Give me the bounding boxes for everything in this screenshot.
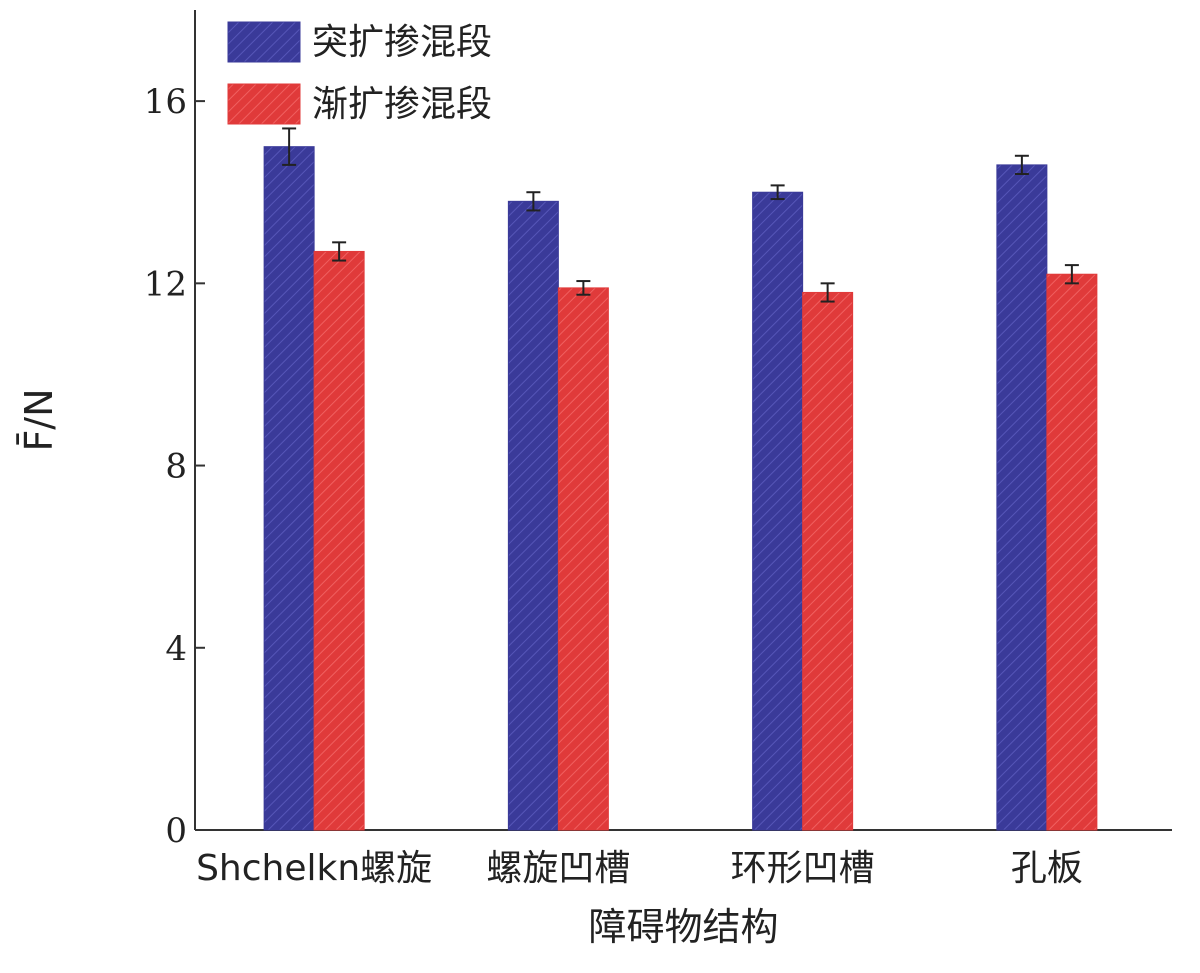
- bar-series2: [313, 250, 365, 831]
- x-tick-label: Shchelkn螺旋: [196, 848, 432, 889]
- y-axis-title: F̄/N: [17, 388, 61, 451]
- bar-series2: [802, 291, 854, 831]
- y-tick-label: 4: [165, 629, 187, 669]
- y-tick-label: 16: [144, 82, 187, 122]
- bar-series1: [996, 164, 1048, 831]
- y-tick-label: 0: [165, 811, 187, 851]
- x-tick-label: 环形凹槽: [731, 848, 875, 889]
- legend-label: 突扩掺混段: [312, 22, 492, 63]
- legend-swatch: [227, 21, 301, 63]
- y-tick-label: 12: [144, 264, 187, 304]
- y-tick-label: 8: [165, 447, 187, 487]
- bar-series2: [557, 287, 609, 831]
- legend-label: 渐扩掺混段: [312, 84, 492, 125]
- bar-series1: [263, 146, 315, 831]
- x-axis-title: 障碍物结构: [588, 905, 778, 949]
- bars: [263, 127, 1098, 831]
- bar-series1: [752, 191, 804, 831]
- legend-swatch: [227, 83, 301, 125]
- bar-series2: [1046, 273, 1098, 831]
- x-tick-label: 孔板: [1011, 848, 1083, 889]
- bar-series1: [507, 200, 559, 831]
- x-tick-label: 螺旋凹槽: [486, 848, 630, 889]
- y-axis-ticks: 0 4 8 12 16: [144, 82, 205, 851]
- x-axis-labels: Shchelkn螺旋 螺旋凹槽 环形凹槽 孔板: [196, 848, 1083, 889]
